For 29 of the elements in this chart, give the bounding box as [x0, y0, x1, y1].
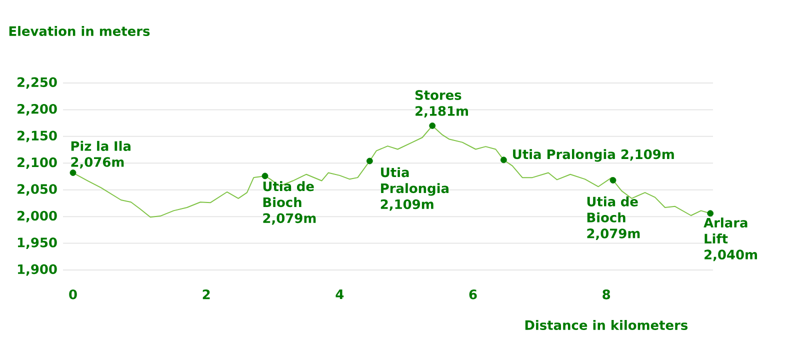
y-tick-label: 1,950	[18, 238, 57, 250]
annotation: Utia Pralongia 2,109m	[513, 149, 674, 162]
x-tick-label: 4	[336, 290, 344, 299]
point	[262, 172, 268, 180]
y-tick-label: 2,000	[18, 210, 57, 222]
y-tick-label: 2,050	[18, 184, 57, 196]
x-tick-label: 0	[69, 290, 77, 300]
annotation: Utia Pralongia 2,109m	[380, 167, 448, 211]
y-tick-label: 2,100	[18, 157, 57, 169]
annotation: Utia de Bioch 2,079m	[263, 181, 316, 225]
annotation: Arlara Lift 2,040m	[704, 218, 757, 262]
point	[70, 170, 76, 176]
x-tick-label: 8	[602, 290, 610, 300]
x-tick-label: 6	[469, 290, 477, 300]
x-axis-title: Distance in kilometers	[525, 320, 688, 330]
y-tick-label: 2,200	[18, 104, 57, 116]
y-tick-label: 2,150	[18, 130, 57, 142]
point	[610, 177, 616, 184]
y-axis-title: Elevation in meters	[9, 26, 150, 36]
annotation: Stores 2,181m	[415, 90, 468, 118]
point	[707, 210, 714, 217]
point	[500, 156, 507, 164]
point	[429, 122, 436, 129]
y-tick-label: 2,250	[18, 77, 57, 89]
x-tick-label: 2	[202, 290, 210, 300]
annotation: Utia de Bioch 2,079m	[587, 196, 640, 240]
y-tick-label: 1,900	[18, 264, 57, 276]
point	[366, 158, 373, 164]
annotation: Piz la Ila 2,076m	[71, 140, 130, 169]
